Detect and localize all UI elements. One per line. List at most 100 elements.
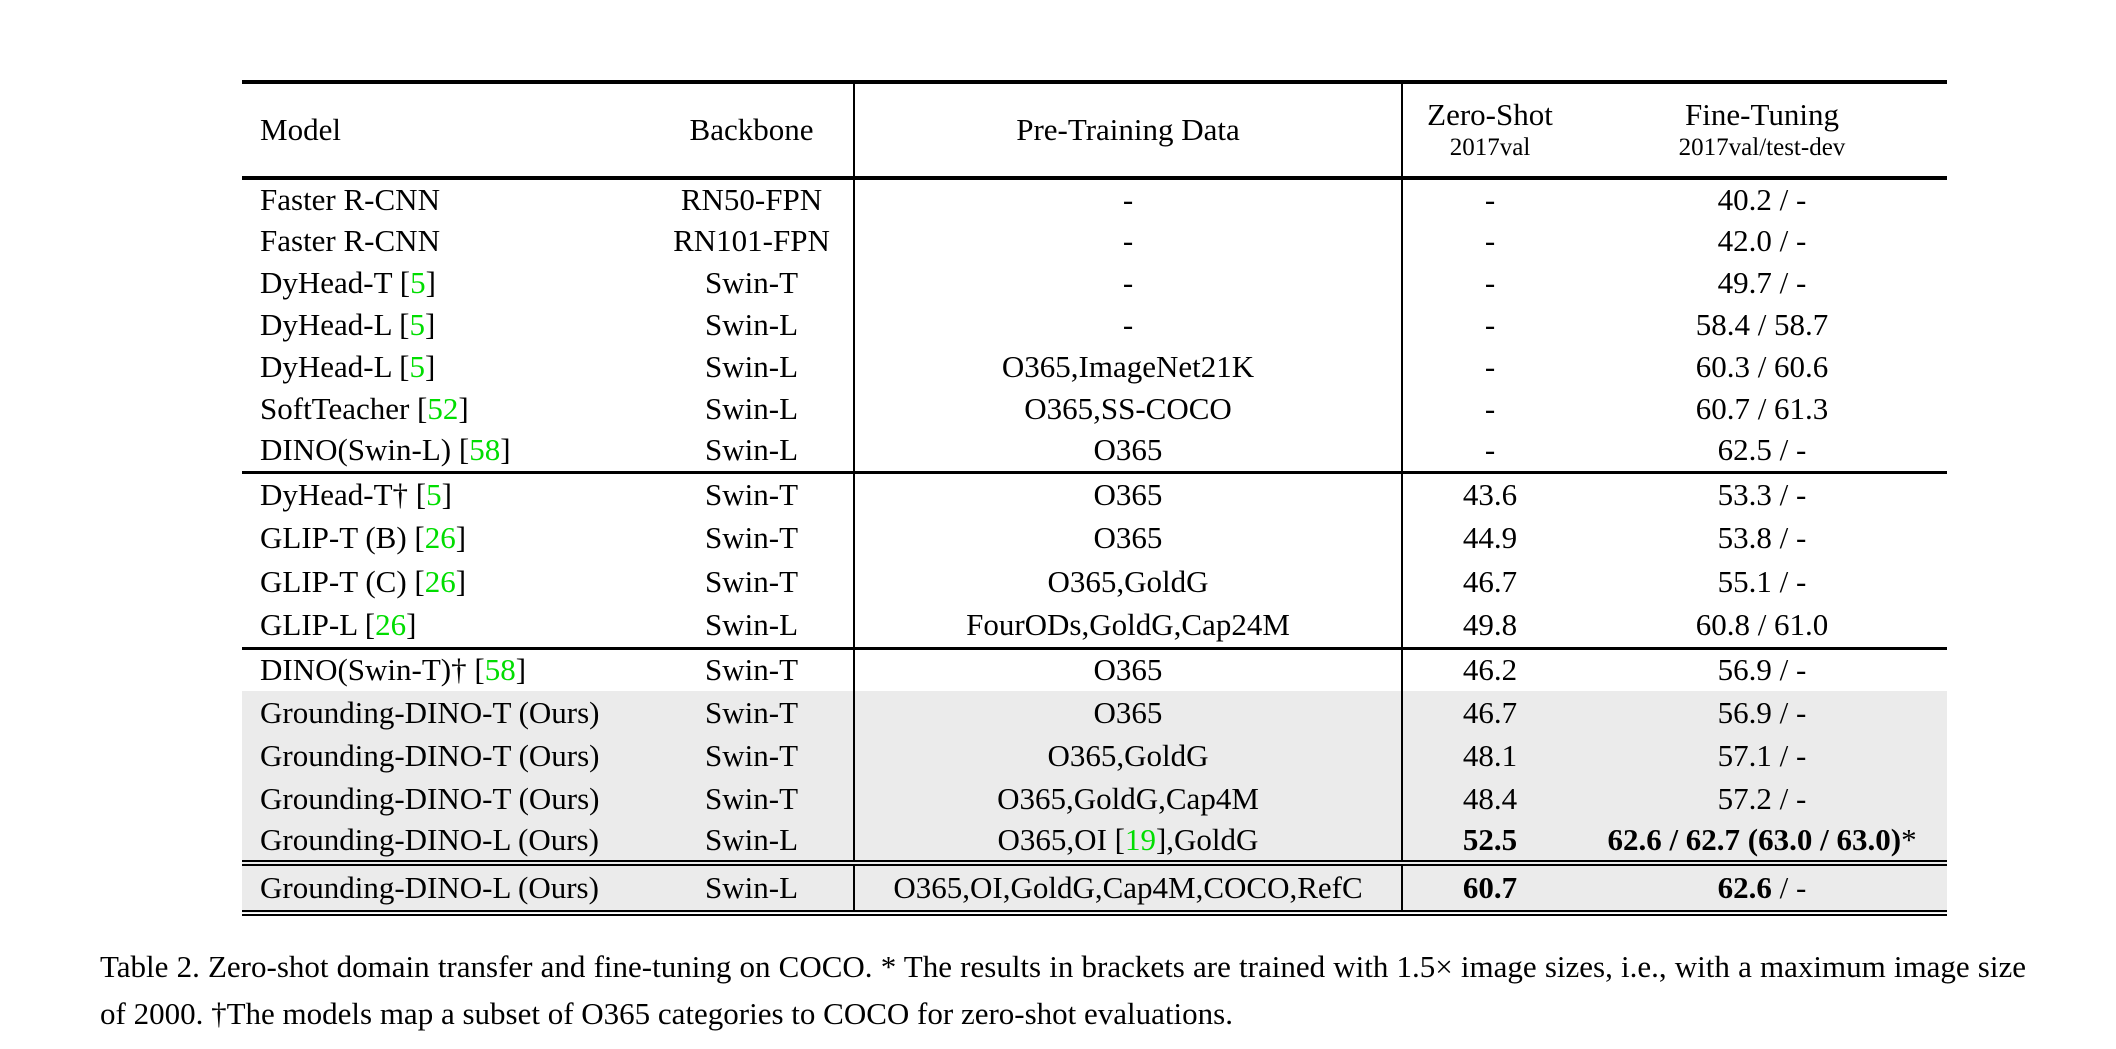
finetune-cell: 53.8 / - [1717,520,1807,555]
finetune-cell: 55.1 / - [1717,564,1807,599]
pretrain-cell: FourODs,GoldG,Cap24M [853,604,1402,648]
finetune-cell: 57.1 / - [1577,734,1947,777]
table-row: DINO(Swin-L) [58] Swin-L O365- 62.5 / - [242,430,1947,472]
zeroshot-cell: - [1401,304,1577,346]
zeroshot-cell: 48.4 [1401,777,1577,820]
pretrain-cell: - [853,220,1402,262]
col-header-backbone: Backbone [689,112,814,147]
backbone-cell: Swin-T [650,691,854,734]
citation-number: 5 [410,265,426,300]
pretrain-cell: O365 [853,516,1402,560]
pretrain-cell: O365,GoldG [853,560,1402,604]
model-cell: DyHead-T† [5] [260,476,452,512]
table-caption: Table 2. Zero-shot domain transfer and f… [100,949,2026,1031]
finetune-cell: 57.2 / - [1577,777,1947,820]
finetune-cell: 53.3 / - [1717,476,1807,512]
citation-number: 5 [409,307,425,342]
pretrain-cell: O365 [853,472,1402,516]
zeroshot-cell: 49.8 [1401,604,1577,648]
col-header-finetune-sublabel: 2017val/test-dev [1678,134,1846,161]
model-cell: DyHead-T [5] [260,265,436,300]
model-cell: Grounding-DINO-T (Ours) [242,734,650,777]
table-row: Grounding-DINO-T (Ours) Swin-T O365,GoldG,… [242,777,1947,820]
model-cell: Faster R-CNN [260,223,440,258]
citation-number: 26 [424,520,456,555]
pretrain-cell: O365,GoldG,Cap4M [853,777,1402,820]
table-row: Grounding-DINO-T (Ours) Swin-T O365,GoldG 4… [242,734,1947,777]
table-row: Grounding-DINO-L (Ours) Swin-L O365,OI [19… [242,820,1947,863]
backbone-cell: Swin-L [705,349,798,384]
row-group-4: Grounding-DINO-L (Ours) Swin-L O365,OI,Gol… [242,863,1947,913]
row-group-2: DyHead-T† [5] Swin-T O365 43.6 53.3 / - GLIP-… [242,472,1947,648]
header-row: Model Backbone Pre-Training Data Zero-Sh… [242,82,1947,178]
table-row: GLIP-T (B) [26] Swin-T O365 44.9 53.8 / - [242,516,1947,560]
table-row: DyHead-T [5] Swin-T - - 49.7 / - [242,262,1947,304]
finetune-cell: 62.6 / 62.7 (63.0 / 63.0)* [1577,820,1947,863]
backbone-cell: RN101-FPN [673,223,830,258]
table-row: Faster R-CNN RN50-FPN - -40.2 / - [242,178,1947,220]
backbone-cell: Swin-T [705,265,798,300]
zeroshot-cell: 46.7 [1401,560,1577,604]
table-row: GLIP-T (C) [26] Swin-T O365,GoldG 46.7 55.1 … [242,560,1947,604]
table-header: Model Backbone Pre-Training Data Zero-Sh… [242,82,1947,178]
finetune-cell: 58.4 / 58.7 [1695,307,1829,342]
citation-number: 5 [409,349,425,384]
pretrain-cell: O365,SS-COCO [853,388,1402,430]
zeroshot-cell: - [1401,430,1577,472]
zeroshot-cell: - [1401,346,1577,388]
col-header-finetune-label: Fine-Tuning [1685,97,1839,132]
zeroshot-cell: 60.7 [1401,863,1577,913]
finetune-cell: 40.2 / - [1717,182,1807,217]
backbone-cell: Swin-L [705,307,798,342]
model-cell: Grounding-DINO-T (Ours) [242,691,650,734]
pretrain-cell: O365,OI [19],GoldG [853,820,1402,863]
finetune-cell: 62.6 / - [1577,863,1947,913]
results-table: Model Backbone Pre-Training Data Zero-Sh… [242,80,1947,916]
table-row: DyHead-L [5] Swin-L O365,ImageNet21K - 60.3 … [242,346,1947,388]
citation-number: 5 [426,476,442,512]
model-cell: SoftTeacher [52] [260,391,469,426]
finetune-cell: 49.7 / - [1717,265,1807,300]
table-row: SoftTeacher [52] Swin-L O365,SS-COCO - 60.7 … [242,388,1947,430]
table-row: DyHead-T† [5] Swin-T O365 43.6 53.3 / - [242,472,1947,516]
model-cell: GLIP-L [26] [260,607,417,643]
model-cell: DINO(Swin-T)† [58] [260,652,527,688]
model-cell: GLIP-T (B) [26] [260,520,467,555]
pretrain-cell: O365 [853,691,1402,734]
zeroshot-cell: 44.9 [1401,516,1577,560]
zeroshot-cell: 46.2 [1401,648,1577,691]
col-header-finetune: Fine-Tuning 2017val/test-dev [1577,82,1947,178]
table-row: DyHead-L [5] Swin-L - - 58.4 / 58.7 [242,304,1947,346]
finetune-cell: 60.7 / 61.3 [1695,391,1829,426]
pretrain-cell: O365 [853,430,1402,472]
backbone-cell: Swin-L [705,432,798,468]
zeroshot-cell: 43.6 [1401,472,1577,516]
finetune-cell: 60.3 / 60.6 [1695,349,1829,384]
backbone-cell: Swin-T [650,734,854,777]
citation-number: 58 [469,432,501,468]
backbone-cell: Swin-T [705,476,798,512]
col-header-zeroshot-label: Zero-Shot [1427,97,1553,132]
model-cell: DyHead-L [5] [260,307,436,342]
citation-number: 19 [1124,822,1156,857]
backbone-cell: Swin-T [705,520,798,555]
model-cell: GLIP-T (C) [26] [260,564,467,599]
zeroshot-cell: 46.7 [1401,691,1577,734]
row-group-3: DINO(Swin-T)† [58] Swin-T O365 46.2 56.9 / -… [242,648,1947,863]
backbone-cell: Swin-L [650,863,854,913]
citation-number: 26 [375,607,407,643]
citation-number: 26 [424,564,456,599]
citation-number: 52 [427,391,459,426]
col-header-zeroshot: Zero-Shot 2017val [1401,82,1577,178]
pretrain-cell: O365,GoldG [853,734,1402,777]
zeroshot-cell: - [1401,262,1577,304]
finetune-cell: 42.0 / - [1717,223,1807,258]
pretrain-cell: O365 [853,648,1402,691]
table-row: Faster R-CNN RN101-FPN - -42.0 / - [242,220,1947,262]
pretrain-cell: O365,OI,GoldG,Cap4M,COCO,RefC [853,863,1402,913]
table-row: DINO(Swin-T)† [58] Swin-T O365 46.2 56.9 / - [242,648,1947,691]
zeroshot-cell: - [1401,220,1577,262]
pretrain-cell: - [853,304,1402,346]
model-cell: Grounding-DINO-L (Ours) [242,863,650,913]
